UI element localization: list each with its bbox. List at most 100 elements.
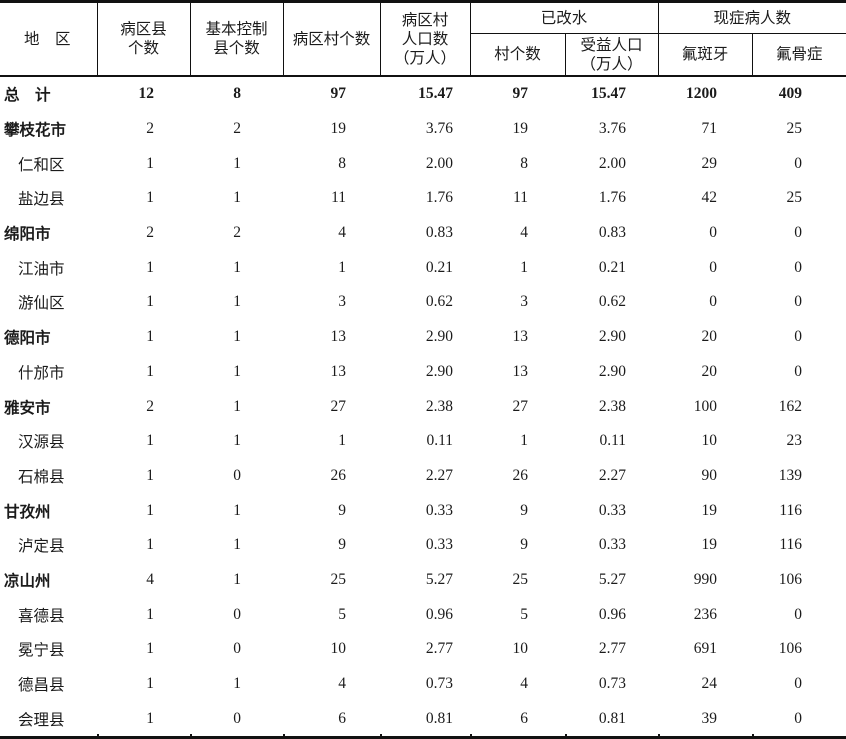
region-cell: 德昌县: [18, 677, 65, 695]
region-cell: 江油市: [18, 260, 65, 278]
value-cell: 1.76: [425, 189, 453, 207]
value-cell: 23: [786, 432, 803, 450]
value-cell: 0.96: [425, 605, 453, 623]
header-disease-counties: 病区县 个数: [96, 1, 191, 76]
value-cell: 1: [233, 154, 241, 172]
value-cell: 0: [794, 224, 803, 242]
region-cell: 喜德县: [18, 607, 65, 625]
value-cell: 2.90: [425, 328, 453, 346]
value-cell: 1: [146, 640, 154, 658]
value-cell: 97: [330, 85, 347, 103]
value-cell: 139: [778, 466, 803, 484]
value-cell: 0.81: [425, 709, 453, 727]
value-cell: 0: [709, 224, 718, 242]
value-cell: 2.27: [425, 466, 453, 484]
value-cell: 20: [701, 362, 718, 380]
value-cell: 1: [146, 293, 154, 311]
value-cell: 0: [794, 293, 803, 311]
region-cell: 会理县: [18, 711, 65, 729]
value-cell: 0.83: [425, 224, 453, 242]
value-cell: 100: [693, 397, 718, 415]
value-cell: 0.73: [598, 675, 627, 693]
value-cell: 13: [512, 328, 529, 346]
value-cell: 0: [794, 154, 803, 172]
value-cell: 19: [701, 536, 718, 554]
value-cell: 1200: [686, 85, 718, 103]
value-cell: 9: [520, 501, 528, 519]
table-row: 仁和区 1 1 8 2.00 8 2.00 29 0: [0, 146, 846, 181]
value-cell: 1: [146, 605, 154, 623]
value-cell: 5: [338, 605, 346, 623]
table-row: 游仙区 1 1 3 0.62 3 0.62 0 0: [0, 285, 846, 320]
value-cell: 0.11: [599, 432, 627, 450]
value-cell: 1: [146, 466, 154, 484]
header-village-population: 病区村 人口数 （万人）: [379, 1, 471, 76]
value-cell: 0.83: [598, 224, 627, 242]
value-cell: 106: [778, 570, 803, 588]
value-cell: 2: [233, 120, 241, 138]
value-cell: 0: [794, 362, 803, 380]
value-cell: 0.33: [425, 501, 453, 519]
region-cell: 凉山州: [4, 572, 51, 590]
value-cell: 1: [146, 709, 154, 727]
region-cell: 总 计: [4, 87, 51, 105]
value-cell: 19: [330, 120, 347, 138]
value-cell: 39: [701, 709, 718, 727]
value-cell: 15.47: [591, 85, 627, 103]
value-cell: 19: [512, 120, 529, 138]
table-row: 绵阳市 2 2 4 0.83 4 0.83 0 0: [0, 216, 846, 251]
value-cell: 1: [233, 258, 241, 276]
value-cell: 1: [146, 432, 154, 450]
value-cell: 1: [520, 432, 528, 450]
region-cell: 什邡市: [18, 364, 65, 382]
table-row: 喜德县 1 0 5 0.96 5 0.96 236 0: [0, 597, 846, 632]
value-cell: 4: [338, 224, 346, 242]
table-row: 德昌县 1 1 4 0.73 4 0.73 24 0: [0, 667, 846, 702]
value-cell: 0: [709, 293, 718, 311]
value-cell: 0: [794, 675, 803, 693]
value-cell: 97: [512, 85, 529, 103]
value-cell: 1: [146, 154, 154, 172]
value-cell: 42: [701, 189, 718, 207]
value-cell: 0: [794, 258, 803, 276]
value-cell: 25: [330, 570, 347, 588]
value-cell: 409: [778, 85, 803, 103]
header-skeletal-fluorosis: 氟骨症: [751, 33, 846, 76]
value-cell: 1: [233, 362, 241, 380]
value-cell: 0.21: [598, 258, 627, 276]
value-cell: 2: [146, 397, 154, 415]
value-cell: 9: [338, 536, 346, 554]
value-cell: 106: [778, 640, 803, 658]
table-row: 攀枝花市 2 2 19 3.76 19 3.76 71 25: [0, 112, 846, 147]
column-line-stub: [658, 734, 660, 739]
value-cell: 19: [701, 501, 718, 519]
value-cell: 0: [794, 605, 803, 623]
value-cell: 1: [233, 675, 241, 693]
value-cell: 4: [520, 675, 528, 693]
value-cell: 1: [233, 536, 241, 554]
value-cell: 27: [512, 397, 529, 415]
value-cell: 12: [138, 85, 155, 103]
region-cell: 德阳市: [4, 330, 51, 348]
header-dental-fluorosis: 氟斑牙: [657, 33, 753, 76]
value-cell: 1: [146, 501, 154, 519]
value-cell: 0: [794, 709, 803, 727]
value-cell: 0: [233, 709, 241, 727]
value-cell: 2: [146, 120, 154, 138]
region-cell: 游仙区: [18, 295, 65, 313]
value-cell: 0: [794, 328, 803, 346]
value-cell: 8: [338, 154, 346, 172]
region-cell: 冕宁县: [18, 642, 65, 660]
column-line-stub: [565, 734, 567, 739]
value-cell: 2: [146, 224, 154, 242]
value-cell: 2.77: [425, 640, 453, 658]
value-cell: 27: [330, 397, 347, 415]
header-benefit-population: 受益人口 （万人）: [564, 33, 659, 76]
value-cell: 0.62: [598, 293, 627, 311]
value-cell: 8: [520, 154, 528, 172]
value-cell: 25: [786, 120, 803, 138]
value-cell: 2.00: [425, 154, 453, 172]
header-group-water-improved: 已改水: [469, 1, 659, 34]
value-cell: 26: [512, 466, 529, 484]
